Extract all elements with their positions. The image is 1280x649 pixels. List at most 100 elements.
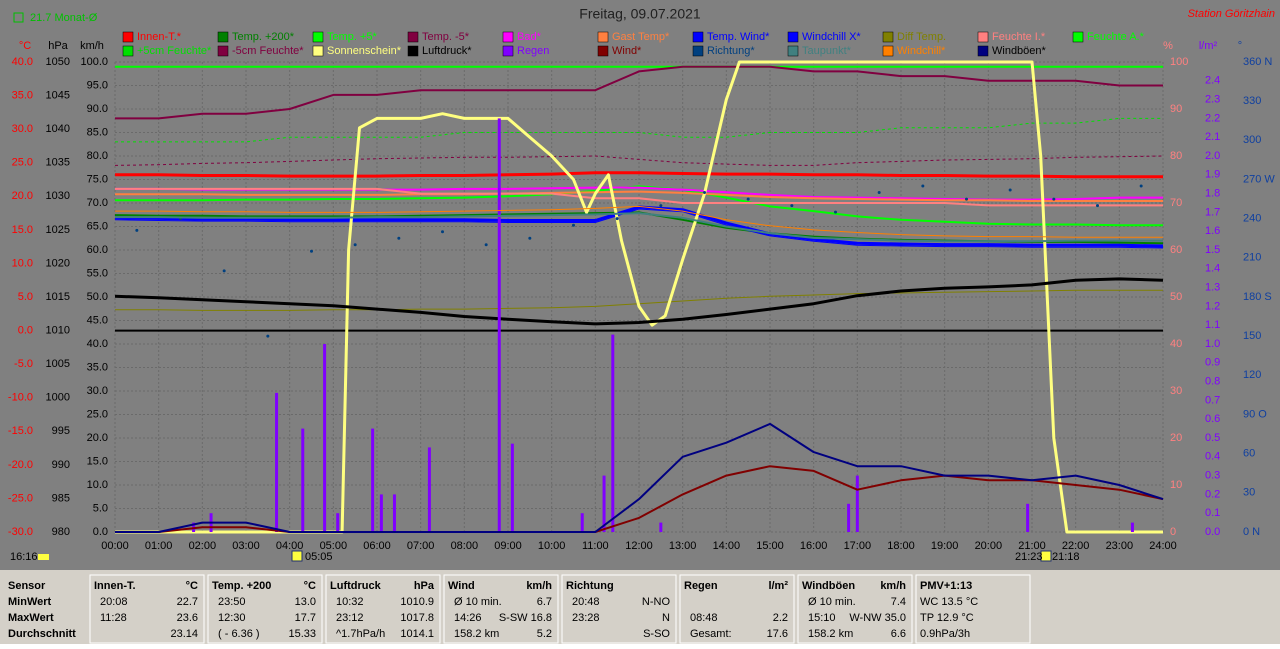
- legend-swatch: [13, 12, 24, 23]
- rain-bar: [855, 475, 859, 532]
- x-tick-label: 17:00: [844, 540, 872, 552]
- stats-header: °C: [304, 580, 316, 592]
- y-tick-label: 0.9: [1205, 357, 1220, 369]
- legend-label: Taupunkt*: [802, 45, 852, 57]
- legend-swatch: [1072, 31, 1084, 43]
- stats-header: Innen-T.: [94, 580, 136, 592]
- x-tick-label: 01:00: [145, 540, 173, 552]
- annotation: 21:23: [1015, 551, 1043, 563]
- series-line: [115, 422, 1164, 533]
- legend-swatch: [312, 31, 324, 43]
- y-tick-label: -15.0: [8, 425, 33, 437]
- y-tick-label: 10.0: [87, 479, 108, 491]
- y-tick-label: 80.0: [87, 150, 108, 162]
- y-tick-label: 150: [1243, 330, 1261, 342]
- stats-cell: 10:32: [336, 596, 364, 608]
- y-tick-label: 1010: [46, 324, 70, 336]
- sensor-label: MinWert: [8, 596, 52, 608]
- rain-bar: [602, 475, 606, 532]
- y-tick-label: 2.0: [1205, 150, 1220, 162]
- stats-cell: 13.0: [295, 596, 316, 608]
- y-tick-label: 1.7: [1205, 206, 1220, 218]
- direction-point: [441, 230, 444, 234]
- legend-label: Regen: [517, 45, 549, 57]
- stats-cell: 6.7: [537, 596, 552, 608]
- rain-bar: [301, 428, 305, 532]
- direction-point: [834, 210, 837, 214]
- stats-cell: 158.2 km: [454, 628, 499, 640]
- stats-cell: 158.2 km: [808, 628, 853, 640]
- direction-point: [266, 334, 270, 338]
- stats-header: °C: [186, 580, 198, 592]
- y-tick-label: 1045: [46, 89, 70, 101]
- stats-cell: 1017.8: [400, 612, 434, 624]
- x-tick-label: 03:00: [232, 540, 260, 552]
- y-tick-label: -5.0: [14, 358, 33, 370]
- stats-box: [325, 574, 441, 644]
- y-tick-label: 30.0: [12, 123, 33, 135]
- direction-point: [965, 197, 968, 201]
- legend-label: Innen-T.*: [137, 31, 182, 43]
- y-tick-label: 40.0: [87, 338, 108, 350]
- legend-swatch: [787, 45, 799, 57]
- axis-unit: km/h: [80, 40, 104, 52]
- x-tick-label: 02:00: [189, 540, 217, 552]
- sunset-icon: [1040, 550, 1052, 562]
- direction-point: [615, 217, 619, 221]
- y-tick-label: 2.2: [1205, 112, 1220, 124]
- x-tick-label: 04:00: [276, 540, 304, 552]
- stats-cell: ( - 6.36 ): [218, 628, 260, 640]
- direction-point: [397, 236, 401, 240]
- series-line: [114, 205, 1164, 248]
- direction-point: [921, 184, 925, 188]
- stats-cell: 6.6: [891, 628, 906, 640]
- y-tick-label: 20: [1170, 432, 1182, 444]
- y-tick-label: 40.0: [12, 56, 33, 68]
- stats-cell: 14:26: [454, 612, 482, 624]
- series-line: [114, 155, 1164, 166]
- y-tick-label: 10: [1170, 479, 1182, 491]
- rain-bar: [427, 447, 431, 532]
- x-tick-label: 12:00: [625, 540, 653, 552]
- y-tick-label: 0.1: [1205, 507, 1220, 519]
- y-tick-label: 1.9: [1205, 169, 1220, 181]
- y-tick-label: 0: [1170, 526, 1176, 538]
- rain-bar: [275, 392, 279, 532]
- x-tick-label: 07:00: [407, 540, 435, 552]
- y-tick-label: -20.0: [8, 459, 33, 471]
- y-tick-label: 2.4: [1205, 75, 1220, 87]
- stats-cell: Ø 10 min.: [808, 596, 856, 608]
- rain-bar: [392, 494, 396, 532]
- y-tick-label: 300: [1243, 134, 1261, 146]
- y-tick-label: 240: [1243, 213, 1261, 225]
- direction-point: [877, 191, 881, 195]
- series-line: [115, 187, 1163, 207]
- y-tick-label: 1000: [46, 392, 70, 404]
- stats-box: [797, 574, 913, 644]
- stats-cell: 11:28: [100, 612, 127, 624]
- y-tick-label: 0.3: [1205, 470, 1220, 482]
- stats-cell: 22.7: [177, 596, 198, 608]
- y-tick-label: 50.0: [87, 291, 108, 303]
- x-tick-label: 23:00: [1106, 540, 1134, 552]
- stats-cell: TP 12.9 °C: [920, 612, 974, 624]
- x-tick-label: 14:00: [713, 540, 741, 552]
- sensor-label: MaxWert: [8, 612, 54, 624]
- y-tick-label: 1.2: [1205, 300, 1220, 312]
- stats-header: km/h: [880, 580, 906, 592]
- legend-swatch: [977, 45, 989, 57]
- y-tick-label: 70: [1170, 197, 1182, 209]
- y-tick-label: 5.0: [18, 291, 33, 303]
- y-tick-label: 55.0: [87, 267, 108, 279]
- direction-point: [1052, 197, 1056, 201]
- stats-cell: WC 13.5 °C: [920, 596, 978, 608]
- y-tick-label: 1.0: [1205, 338, 1220, 350]
- annotation: 16:16: [10, 551, 38, 563]
- y-tick-label: 1030: [46, 190, 70, 202]
- stats-cell: 5.2: [537, 628, 552, 640]
- axis-unit: °C: [19, 40, 31, 52]
- legend-swatch: [882, 31, 894, 43]
- y-tick-label: 20.0: [87, 432, 108, 444]
- stats-header: PMV+1:13: [920, 580, 972, 592]
